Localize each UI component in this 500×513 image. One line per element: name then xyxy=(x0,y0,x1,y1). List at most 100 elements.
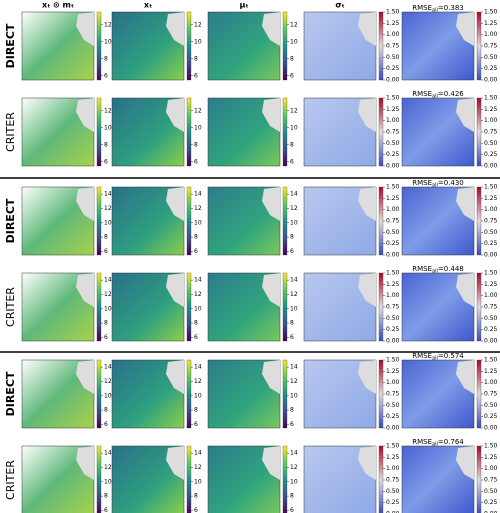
colorbar-tick-label: 14 xyxy=(194,364,202,371)
colorbar-tick-label: 12 xyxy=(290,378,298,385)
colorbar-tick-label: 1.50 xyxy=(386,270,400,277)
colorbar xyxy=(378,11,384,81)
colorbar-tick-label: 0.00 xyxy=(386,77,400,84)
colorbar xyxy=(476,359,482,429)
colorbar-tick-label: 10 xyxy=(290,38,298,45)
colorbar-tick-label: 0.75 xyxy=(484,129,498,136)
colorbar-tick-label: 1.25 xyxy=(386,20,400,27)
colorbar-tick-label: 1.50 xyxy=(386,184,400,191)
colorbar-tick-label: 10 xyxy=(194,124,202,131)
land-mask xyxy=(262,446,280,480)
colorbar-tick-label: 12 xyxy=(104,205,112,212)
colorbar-tick-label: 14 xyxy=(104,364,112,371)
colorbar-tick-label: 0.25 xyxy=(386,326,400,333)
colorbar-tick-label: 8 xyxy=(104,141,108,148)
colorbar-tick-label: 1.50 xyxy=(484,443,498,450)
land-mask xyxy=(456,446,474,480)
colorbar-tick-label: 6 xyxy=(104,507,108,513)
column-header: μₜ xyxy=(240,1,249,10)
colorbar-tick-label: 0.50 xyxy=(386,315,400,322)
colorbar-tick-label: 8 xyxy=(194,320,198,327)
colorbar-tick-label: 6 xyxy=(104,334,108,341)
colorbar-tick-label: 10 xyxy=(290,124,298,131)
colorbar-tick-label: 14 xyxy=(194,191,202,198)
colorbar-tick-label: 6 xyxy=(290,421,294,428)
rmse-label: RMSEall=0.448 xyxy=(412,265,464,274)
colorbar-tick-label: 14 xyxy=(104,277,112,284)
colorbar-tick-label: 1.25 xyxy=(386,106,400,113)
colorbar-tick-label: 8 xyxy=(104,493,108,500)
colorbar-tick-label: 6 xyxy=(194,72,198,79)
colorbar-tick-label: 8 xyxy=(290,234,294,241)
colorbar xyxy=(282,272,288,342)
colorbar-tick-label: 8 xyxy=(194,55,198,62)
colorbar-tick-label: 8 xyxy=(104,55,108,62)
rmse-name: RMSE xyxy=(412,438,432,446)
colorbar-tick-label: 6 xyxy=(104,421,108,428)
colorbar-tick-label: 1.25 xyxy=(484,281,498,288)
rmse-value: =0.448 xyxy=(438,265,464,273)
rmse-name: RMSE xyxy=(412,265,432,273)
colorbar-tick-label: 8 xyxy=(104,407,108,414)
colorbar xyxy=(96,445,102,513)
colorbar-tick-label: 12 xyxy=(290,464,298,471)
colorbar-tick-label: 6 xyxy=(290,248,294,255)
rmse-sub: all xyxy=(432,355,438,361)
colorbar xyxy=(378,359,384,429)
colorbar-tick-label: 0.50 xyxy=(484,229,498,236)
colorbar-tick-label: 0.25 xyxy=(386,151,400,158)
colorbar-tick-label: 0.75 xyxy=(386,391,400,398)
colorbar-tick-label: 0.00 xyxy=(484,338,498,345)
colorbar xyxy=(476,186,482,256)
colorbar-tick-label: 0.25 xyxy=(386,413,400,420)
colorbar-tick-label: 1.50 xyxy=(386,357,400,364)
land-mask xyxy=(262,12,280,46)
colorbar-tick-label: 1.00 xyxy=(386,117,400,124)
colorbar-tick-label: 6 xyxy=(194,158,198,165)
colorbar-tick-label: 1.25 xyxy=(386,368,400,375)
colorbar xyxy=(96,186,102,256)
colorbar-tick-label: 8 xyxy=(290,141,294,148)
colorbar-tick-label: 12 xyxy=(290,107,298,114)
colorbar-tick-label: 1.00 xyxy=(484,206,498,213)
land-mask xyxy=(76,273,94,307)
colorbar-tick-label: 0.00 xyxy=(484,425,498,432)
rmse-label: RMSEall=0.574 xyxy=(412,352,464,361)
colorbar-tick-label: 6 xyxy=(290,334,294,341)
colorbar-tick-label: 1.50 xyxy=(484,95,498,102)
colorbar-tick-label: 0.25 xyxy=(484,240,498,247)
colorbar-tick-label: 0.50 xyxy=(484,402,498,409)
colorbar-tick-label: 1.50 xyxy=(484,357,498,364)
colorbar-tick-label: 10 xyxy=(290,478,298,485)
colorbar xyxy=(476,97,482,167)
rmse-sub: all xyxy=(432,182,438,188)
rmse-label: RMSEall=0.764 xyxy=(412,438,464,447)
colorbar-tick-label: 0.75 xyxy=(484,218,498,225)
colorbar xyxy=(96,11,102,81)
column-header: xₜ xyxy=(144,1,152,10)
colorbar-tick-label: 12 xyxy=(104,378,112,385)
land-mask xyxy=(456,187,474,221)
land-mask xyxy=(358,187,376,221)
colorbar-tick-label: 12 xyxy=(290,21,298,28)
colorbar xyxy=(96,272,102,342)
colorbar-tick-label: 1.25 xyxy=(484,368,498,375)
colorbar-tick-label: 8 xyxy=(194,493,198,500)
colorbar-tick-label: 12 xyxy=(290,205,298,212)
colorbar-tick-label: 14 xyxy=(194,277,202,284)
colorbar-tick-label: 0.50 xyxy=(484,488,498,495)
colorbar-tick-label: 12 xyxy=(104,21,112,28)
rmse-sub: all xyxy=(432,7,438,13)
land-mask xyxy=(358,273,376,307)
row-label: CRITER xyxy=(4,460,17,500)
colorbar-tick-label: 10 xyxy=(290,305,298,312)
colorbar-tick-label: 0.75 xyxy=(386,43,400,50)
colorbar-tick-label: 0.25 xyxy=(484,499,498,506)
land-mask xyxy=(262,273,280,307)
colorbar-tick-label: 12 xyxy=(194,205,202,212)
land-mask xyxy=(76,187,94,221)
colorbar-tick-label: 12 xyxy=(194,291,202,298)
row-label: CRITER xyxy=(4,112,17,152)
rmse-name: RMSE xyxy=(412,4,432,12)
